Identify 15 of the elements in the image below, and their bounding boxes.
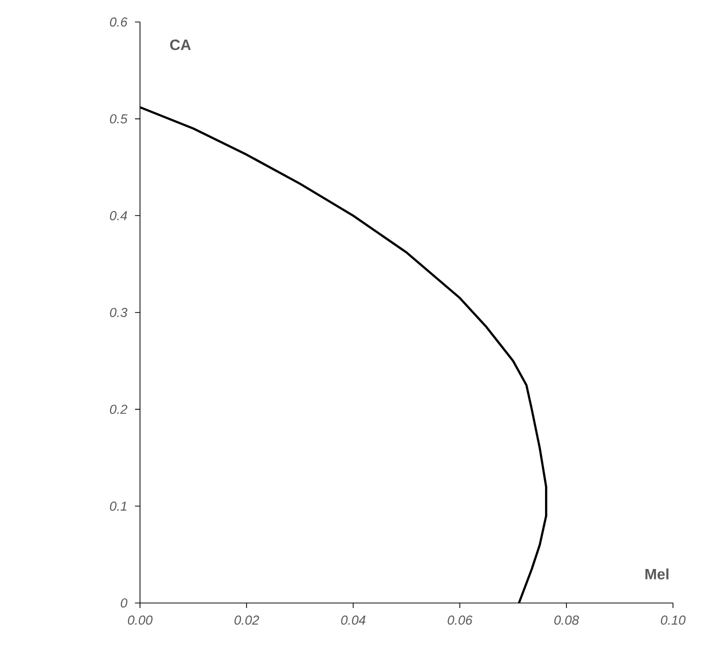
y-tick-label: 0.4: [110, 211, 127, 220]
y-axis-title: CA: [170, 40, 191, 50]
x-tick-label: 0.10: [660, 616, 686, 625]
y-tick-label: 0.5: [110, 114, 128, 124]
x-tick-label: 0.04: [341, 616, 366, 625]
x-tick-label: 0.06: [448, 616, 472, 625]
y-tick-label: 0.2: [110, 404, 128, 414]
y-tick-label: 0: [120, 598, 128, 608]
x-axis-title: Mel: [645, 568, 668, 580]
x-tick-label: 0.02: [234, 616, 260, 625]
y-tick-label: 0.6: [110, 17, 128, 27]
x-tick-label: 0.00: [128, 616, 153, 625]
y-tick-label: 0.3: [110, 308, 128, 318]
x-tick-label: 0.08: [554, 616, 579, 625]
y-tick-label: 0.1: [110, 502, 126, 511]
